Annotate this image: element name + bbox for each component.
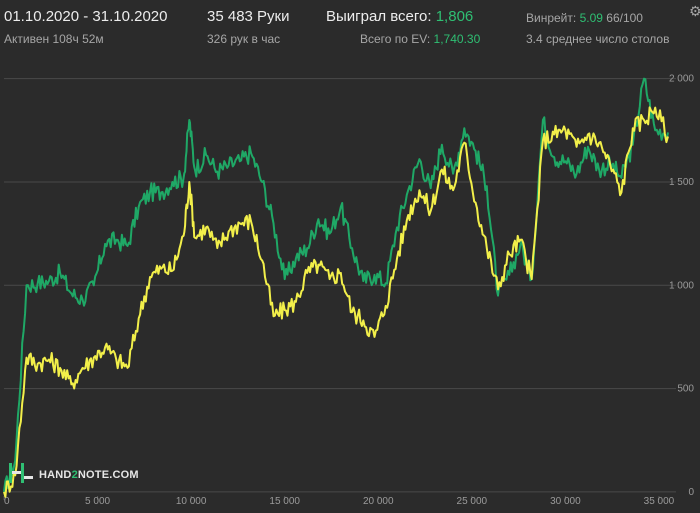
x-tick-label: 35 000 bbox=[644, 496, 675, 507]
y-tick-label: 1 500 bbox=[669, 177, 694, 188]
avg-tables: 3.4 среднее число столов bbox=[526, 32, 670, 46]
series-layer bbox=[3, 77, 669, 498]
winrate: Винрейт: 5.09 66/100 bbox=[526, 11, 643, 25]
grid-layer bbox=[4, 78, 676, 493]
x-tick-label: 25 000 bbox=[457, 496, 488, 507]
won-total: Выиграл всего: 1,806 bbox=[326, 8, 473, 25]
y-tick-label: 2 000 bbox=[669, 74, 694, 85]
active-time: Активен 108ч 52м bbox=[4, 32, 104, 46]
won-series-line bbox=[3, 77, 669, 493]
ev-series-line bbox=[3, 106, 669, 498]
y-tick-label: 0 bbox=[688, 487, 694, 498]
winrate-value: 5.09 bbox=[579, 11, 603, 25]
winrate-suffix: 66/100 bbox=[606, 11, 643, 25]
ev-total-value: 1,740.30 bbox=[433, 32, 481, 46]
x-tick-label: 20 000 bbox=[363, 496, 394, 507]
winrate-label: Винрейт: bbox=[526, 11, 577, 25]
y-tick-label: 500 bbox=[677, 384, 694, 395]
settings-gear-icon[interactable]: ⚙ bbox=[689, 3, 700, 19]
summary-header: 01.10.2020 - 31.10.2020 Активен 108ч 52м… bbox=[0, 0, 700, 56]
won-total-label: Выиграл всего: bbox=[326, 8, 432, 25]
ev-total-label: Всего по EV: bbox=[360, 32, 431, 46]
x-tick-label: 10 000 bbox=[176, 496, 207, 507]
ev-total: Всего по EV: 1,740.30 bbox=[360, 32, 480, 46]
x-tick-label: 30 000 bbox=[550, 496, 581, 507]
hand2note-logo: HAND2NOTE.COM bbox=[9, 463, 139, 483]
won-total-value: 1,806 bbox=[435, 8, 474, 25]
profit-graph: 0 500 1 000 1 500 2 000 0 5 000 10 000 15 000 20… bbox=[3, 74, 694, 507]
x-tick-label: 15 000 bbox=[269, 496, 300, 507]
x-tick-label: 0 bbox=[4, 496, 10, 507]
y-tick-label: 1 000 bbox=[669, 280, 694, 291]
hands-per-hour: 326 рук в час bbox=[207, 32, 281, 46]
hands-count: 35 483 Руки bbox=[207, 8, 290, 25]
date-range: 01.10.2020 - 31.10.2020 bbox=[4, 8, 168, 25]
x-tick-label: 5 000 bbox=[85, 496, 110, 507]
hand2note-logo-icon bbox=[9, 463, 33, 483]
x-axis: 0 5 000 10 000 15 000 20 000 25 000 30 000 35 0… bbox=[3, 496, 675, 507]
y-axis: 0 500 1 000 1 500 2 000 bbox=[669, 74, 694, 498]
logo-text: HAND2NOTE.COM bbox=[39, 469, 139, 481]
